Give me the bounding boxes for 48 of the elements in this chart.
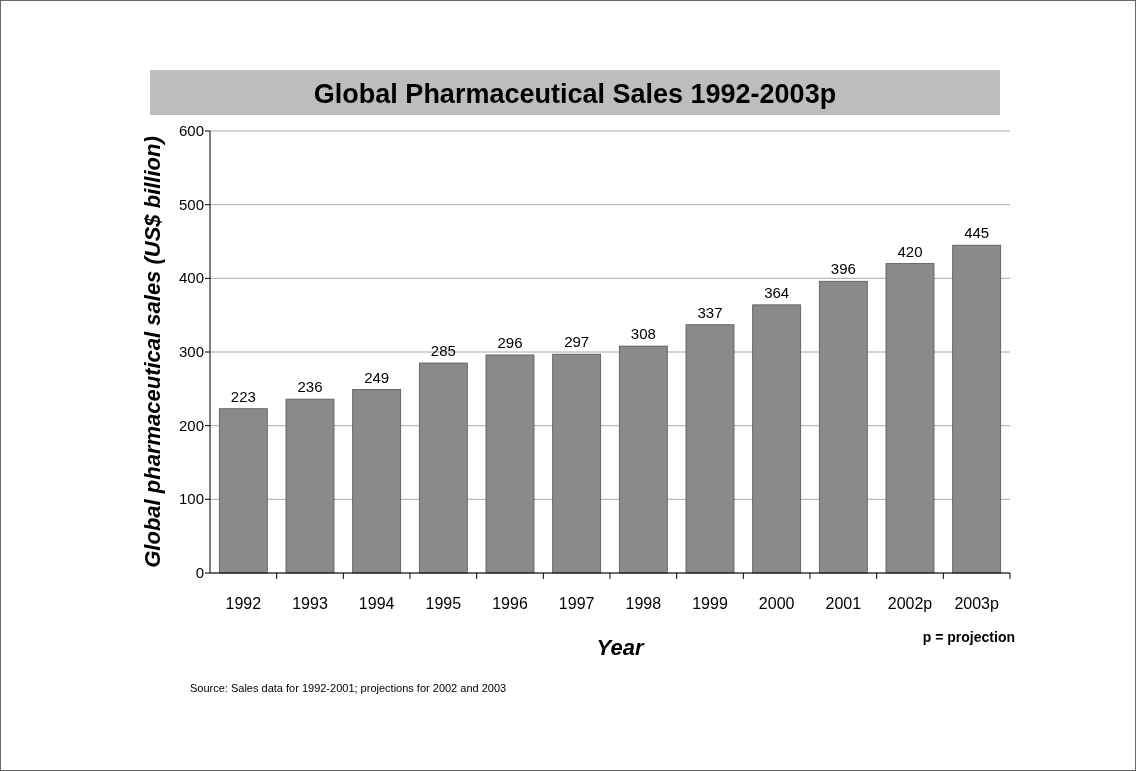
data-label: 337: [697, 303, 723, 321]
data-label: 364: [764, 283, 790, 301]
y-tick-label: 200: [178, 416, 204, 434]
data-label: 420: [897, 242, 923, 260]
x-tick-label: 1998: [625, 595, 662, 612]
bar: [685, 324, 735, 574]
data-label: 236: [297, 378, 323, 396]
bar: [885, 263, 935, 574]
data-label: 445: [964, 224, 990, 242]
bar: [352, 389, 402, 574]
x-tick-label: 1992: [225, 595, 262, 612]
x-tick-label: 2001: [825, 595, 862, 612]
y-tick-label: 0: [195, 564, 204, 581]
x-axis-title: Year: [596, 635, 645, 660]
x-tick-label: 1997: [558, 595, 595, 612]
y-tick-label: 600: [178, 122, 204, 139]
bar: [285, 398, 335, 574]
x-tick-label: 1993: [292, 595, 328, 612]
y-axis-title: Global pharmaceutical sales (US$ billion): [140, 136, 165, 568]
y-tick-label: 400: [178, 269, 204, 287]
data-label: 308: [630, 325, 656, 343]
x-tick-label: 1995: [425, 595, 462, 612]
x-tick-label: 2002p: [887, 595, 933, 612]
data-label: 249: [364, 368, 390, 386]
bar: [418, 362, 468, 574]
y-tick-label: 500: [178, 195, 204, 213]
bar: [485, 354, 535, 574]
y-tick-label: 300: [178, 343, 204, 360]
data-label: 223: [230, 387, 256, 405]
data-label: 396: [830, 260, 856, 278]
x-tick-label: 2003p: [954, 595, 1000, 612]
x-tick-label: 1994: [358, 595, 395, 612]
x-tick-label: 2000: [758, 595, 795, 612]
data-label: 285: [430, 342, 456, 360]
data-label: 296: [497, 333, 523, 351]
x-tick-label: 1999: [692, 595, 728, 612]
bar: [218, 408, 268, 574]
y-tick-label: 100: [178, 490, 204, 508]
text: p = projection: [922, 629, 1015, 645]
chart-title: Global Pharmaceutical Sales 1992-2003p: [313, 79, 837, 109]
bar: [818, 280, 868, 574]
bar: [618, 345, 668, 574]
bar: [552, 353, 602, 574]
x-tick-label: 1996: [492, 595, 528, 612]
bar: [752, 304, 802, 574]
source-note: Source: Sales data for 1992-2001; projections for 2002 and 2003: [190, 682, 507, 694]
data-label: 297: [564, 333, 590, 351]
bar: [952, 244, 1002, 574]
